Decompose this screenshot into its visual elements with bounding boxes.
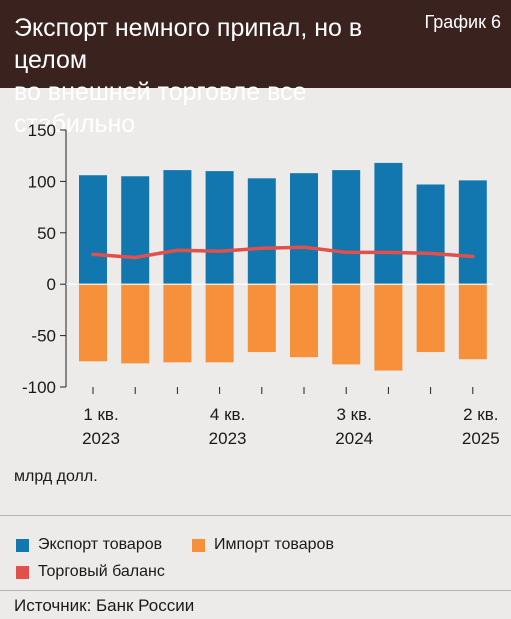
export-bar <box>374 162 403 285</box>
source-note: Источник: Банк России <box>14 596 195 615</box>
x-tick-label: 2023 <box>209 429 247 448</box>
x-tick-label: 4 кв. <box>210 405 245 424</box>
chart-plot-area: 150 100 50 0 -50 -100 1 кв. 2023 4 кв. 2023 3 кв. 2… <box>22 121 500 448</box>
divider <box>0 515 511 516</box>
unit-label: млрд долл. <box>14 468 98 485</box>
legend-item-import: Импорт товаров <box>192 536 334 554</box>
balance-line <box>91 245 475 260</box>
import-bar <box>79 284 107 362</box>
import-bar <box>290 284 318 358</box>
y-tick-label: 150 <box>28 121 56 140</box>
import-bar <box>121 284 150 364</box>
legend-swatch-import <box>192 538 205 552</box>
x-tick-label: 1 кв. <box>83 405 118 424</box>
export-bar <box>121 176 150 285</box>
x-tick-label: 2024 <box>335 429 373 448</box>
chart-title: Экспорт немного припал, но в целом во вн… <box>14 14 363 138</box>
export-bar <box>79 175 107 285</box>
y-tick-label: 100 <box>28 172 56 191</box>
header <box>0 0 511 88</box>
y-tick-label: 50 <box>37 224 56 243</box>
divider <box>0 590 511 591</box>
import-bar <box>332 284 361 365</box>
x-tick-label: 2023 <box>82 429 120 448</box>
export-bar <box>458 180 487 285</box>
import-bar <box>163 284 192 363</box>
export-bar <box>247 178 276 285</box>
import-bar <box>458 284 487 360</box>
import-bar <box>374 284 403 371</box>
y-tick-label: 0 <box>47 275 56 294</box>
legend-label-import: Импорт товаров <box>214 536 334 553</box>
y-tick-label: -50 <box>31 327 56 346</box>
export-bar <box>205 171 234 285</box>
chart-number-label: График 6 <box>424 12 501 32</box>
legend-swatch-export <box>16 538 29 552</box>
import-bar <box>205 284 234 363</box>
export-bar <box>332 170 361 285</box>
legend-label-balance: Торговый баланс <box>38 563 165 580</box>
export-bar <box>290 173 318 285</box>
x-tick-label: 3 кв. <box>337 405 372 424</box>
import-bar <box>247 284 276 353</box>
legend-item-export: Экспорт товаров <box>16 536 162 554</box>
y-tick-label: -100 <box>22 378 56 397</box>
export-bar <box>416 184 445 285</box>
legend-swatch-balance <box>16 565 29 579</box>
export-bar <box>163 170 192 285</box>
legend-item-balance: Торговый баланс <box>16 563 165 581</box>
x-tick-label: 2025 <box>462 429 500 448</box>
legend-label-export: Экспорт товаров <box>38 536 163 553</box>
import-bar <box>416 284 445 353</box>
x-tick-label: 2 кв. <box>463 405 498 424</box>
